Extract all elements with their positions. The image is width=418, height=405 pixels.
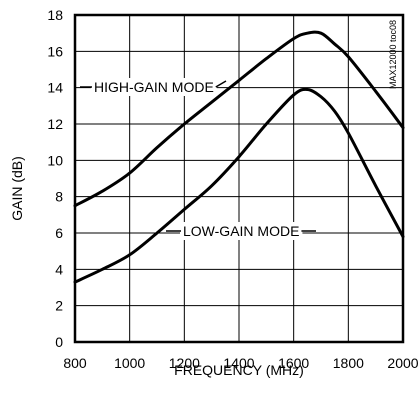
y-tick-label: 8 [55, 189, 63, 205]
series-label-background [180, 222, 303, 240]
y-tick-label: 18 [47, 7, 63, 23]
y-tick-label: 10 [47, 152, 63, 168]
x-axis-tick-labels: 800 1000 1200 1400 1600 1800 2000 [63, 355, 418, 371]
y-axis-tick-labels: 0 2 4 6 8 10 12 14 16 18 [47, 7, 63, 350]
y-tick-label: 4 [55, 261, 63, 277]
y-tick-label: 16 [47, 43, 63, 59]
series-labels: HIGH-GAIN MODE LOW-GAIN MODE [80, 78, 316, 240]
plot-area-frame [73, 13, 405, 344]
y-tick-label: 2 [55, 298, 63, 314]
x-tick-label: 800 [63, 355, 87, 371]
figure-id-annotation: MAX12000 toc08 [388, 20, 398, 89]
x-tick-label: 1800 [333, 355, 364, 371]
x-tick-label: 1000 [114, 355, 145, 371]
y-tick-label: 12 [47, 116, 63, 132]
series-lines [73, 30, 405, 284]
series-label-background [91, 78, 217, 96]
x-tick-label: 1200 [169, 355, 200, 371]
y-tick-label: 0 [55, 334, 63, 350]
high-gain-mode-label: HIGH-GAIN MODE [94, 79, 214, 95]
high-gain-mode-line [73, 30, 405, 208]
low-gain-mode-line [73, 87, 405, 284]
low-gain-mode-label: LOW-GAIN MODE [183, 223, 299, 239]
y-tick-label: 6 [55, 225, 63, 241]
series-label-leader [215, 80, 227, 88]
x-tick-label: 1600 [278, 355, 309, 371]
y-axis-title: GAIN (dB) [9, 156, 25, 221]
x-tick-label: 1400 [223, 355, 254, 371]
y-tick-label: 14 [47, 80, 63, 96]
x-axis-title: FREQUENCY (MHz) [174, 362, 304, 378]
x-tick-label: 2000 [387, 355, 418, 371]
